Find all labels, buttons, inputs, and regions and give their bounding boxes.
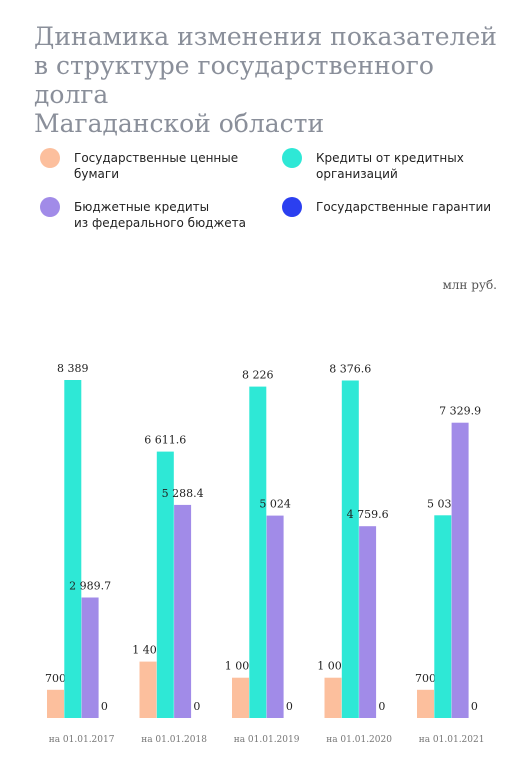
- x-tick-label-3: на 01.01.2020: [326, 735, 392, 745]
- value-label-budget-loans-2: 5 024: [259, 498, 291, 511]
- chart-title-line-2: в структуре государственного долга: [34, 51, 434, 109]
- value-label-bank-loans-3: 8 376.6: [329, 363, 371, 376]
- legend-swatch-guarantees: [282, 197, 302, 217]
- legend-label-budget-loans-line-2: из федерального бюджета: [74, 216, 247, 230]
- legend-swatch-budget-loans: [40, 197, 60, 217]
- bar-bank-loans-3: [341, 380, 359, 718]
- bar-securities-1: [139, 661, 157, 718]
- legend-label-bank-loans: Кредиты от кредитных организаций: [316, 150, 464, 182]
- value-label-bank-loans-4: 5 030: [427, 497, 459, 510]
- value-label-bank-loans-2: 8 226: [242, 369, 274, 382]
- bar-bank-loans-0: [64, 380, 82, 718]
- x-tick-label-2: на 01.01.2019: [234, 735, 300, 745]
- chart-legend: Государственные ценные бумаги Кредиты от…: [0, 0, 525, 240]
- bar-budget-loans-4: [451, 422, 469, 718]
- value-label-guarantees-4: 0: [471, 700, 478, 713]
- legend-label-securities-line-2: бумаги: [74, 167, 120, 181]
- bar-securities-3: [324, 677, 342, 718]
- bar-securities-4: [417, 689, 434, 718]
- legend-label-guarantees: Государственные гарантии: [316, 199, 491, 215]
- value-label-guarantees-2: 0: [286, 700, 293, 713]
- legend-label-bank-loans-line-1: Кредиты от кредитных: [316, 151, 464, 165]
- value-label-budget-loans-0: 2 989.7: [69, 580, 111, 593]
- legend-item-bank-loans: Кредиты от кредитных организаций: [282, 148, 464, 182]
- value-label-securities-4: 700: [415, 672, 436, 685]
- legend-label-guarantees-line-1: Государственные гарантии: [316, 200, 492, 214]
- bar-securities-0: [47, 689, 64, 718]
- value-label-securities-0: 700: [45, 672, 66, 685]
- bar-bank-loans-1: [156, 451, 174, 718]
- legend-label-budget-loans: Бюджетные кредиты из федерального бюджет…: [74, 199, 246, 231]
- unit-label: млн руб.: [442, 278, 497, 292]
- value-label-budget-loans-4: 7 329.9: [439, 405, 481, 418]
- x-tick-label-4: на 01.01.2021: [419, 735, 485, 745]
- legend-item-securities: Государственные ценные бумаги: [40, 148, 238, 182]
- legend-item-guarantees: Государственные гарантии: [282, 197, 491, 217]
- chart-title: Динамика изменения показателей в структу…: [34, 22, 514, 138]
- value-label-bank-loans-1: 6 611.6: [144, 434, 186, 447]
- bar-bank-loans-2: [249, 386, 267, 718]
- bar-budget-loans-2: [266, 515, 284, 718]
- x-tick-label-0: на 01.01.2017: [49, 735, 115, 745]
- value-label-bank-loans-0: 8 389: [57, 362, 89, 375]
- chart-title-line-3: Магаданской области: [34, 109, 325, 138]
- legend-swatch-bank-loans: [282, 148, 302, 168]
- bar-budget-loans-3: [359, 526, 377, 718]
- value-label-budget-loans-3: 4 759.6: [347, 508, 389, 521]
- chart-title-line-1: Динамика изменения показателей: [34, 22, 497, 51]
- legend-label-budget-loans-line-1: Бюджетные кредиты: [74, 200, 210, 214]
- value-label-guarantees-0: 0: [101, 700, 108, 713]
- x-tick-label-1: на 01.01.2018: [141, 735, 207, 745]
- legend-label-securities-line-1: Государственные ценные: [74, 151, 239, 165]
- legend-item-budget-loans: Бюджетные кредиты из федерального бюджет…: [40, 197, 246, 231]
- legend-label-bank-loans-line-2: организаций: [316, 167, 398, 181]
- bar-bank-loans-4: [434, 515, 452, 718]
- value-label-guarantees-1: 0: [193, 700, 200, 713]
- bar-budget-loans-0: [81, 597, 99, 718]
- value-label-securities-1: 1 400: [132, 644, 164, 657]
- legend-label-securities: Государственные ценные бумаги: [74, 150, 238, 182]
- bar-budget-loans-1: [174, 504, 192, 718]
- value-label-securities-2: 1 000: [225, 660, 257, 673]
- value-label-guarantees-3: 0: [378, 700, 385, 713]
- value-label-securities-3: 1 000: [317, 660, 349, 673]
- value-label-budget-loans-1: 5 288.4: [162, 487, 204, 500]
- legend-swatch-securities: [40, 148, 60, 168]
- bar-securities-2: [232, 677, 249, 718]
